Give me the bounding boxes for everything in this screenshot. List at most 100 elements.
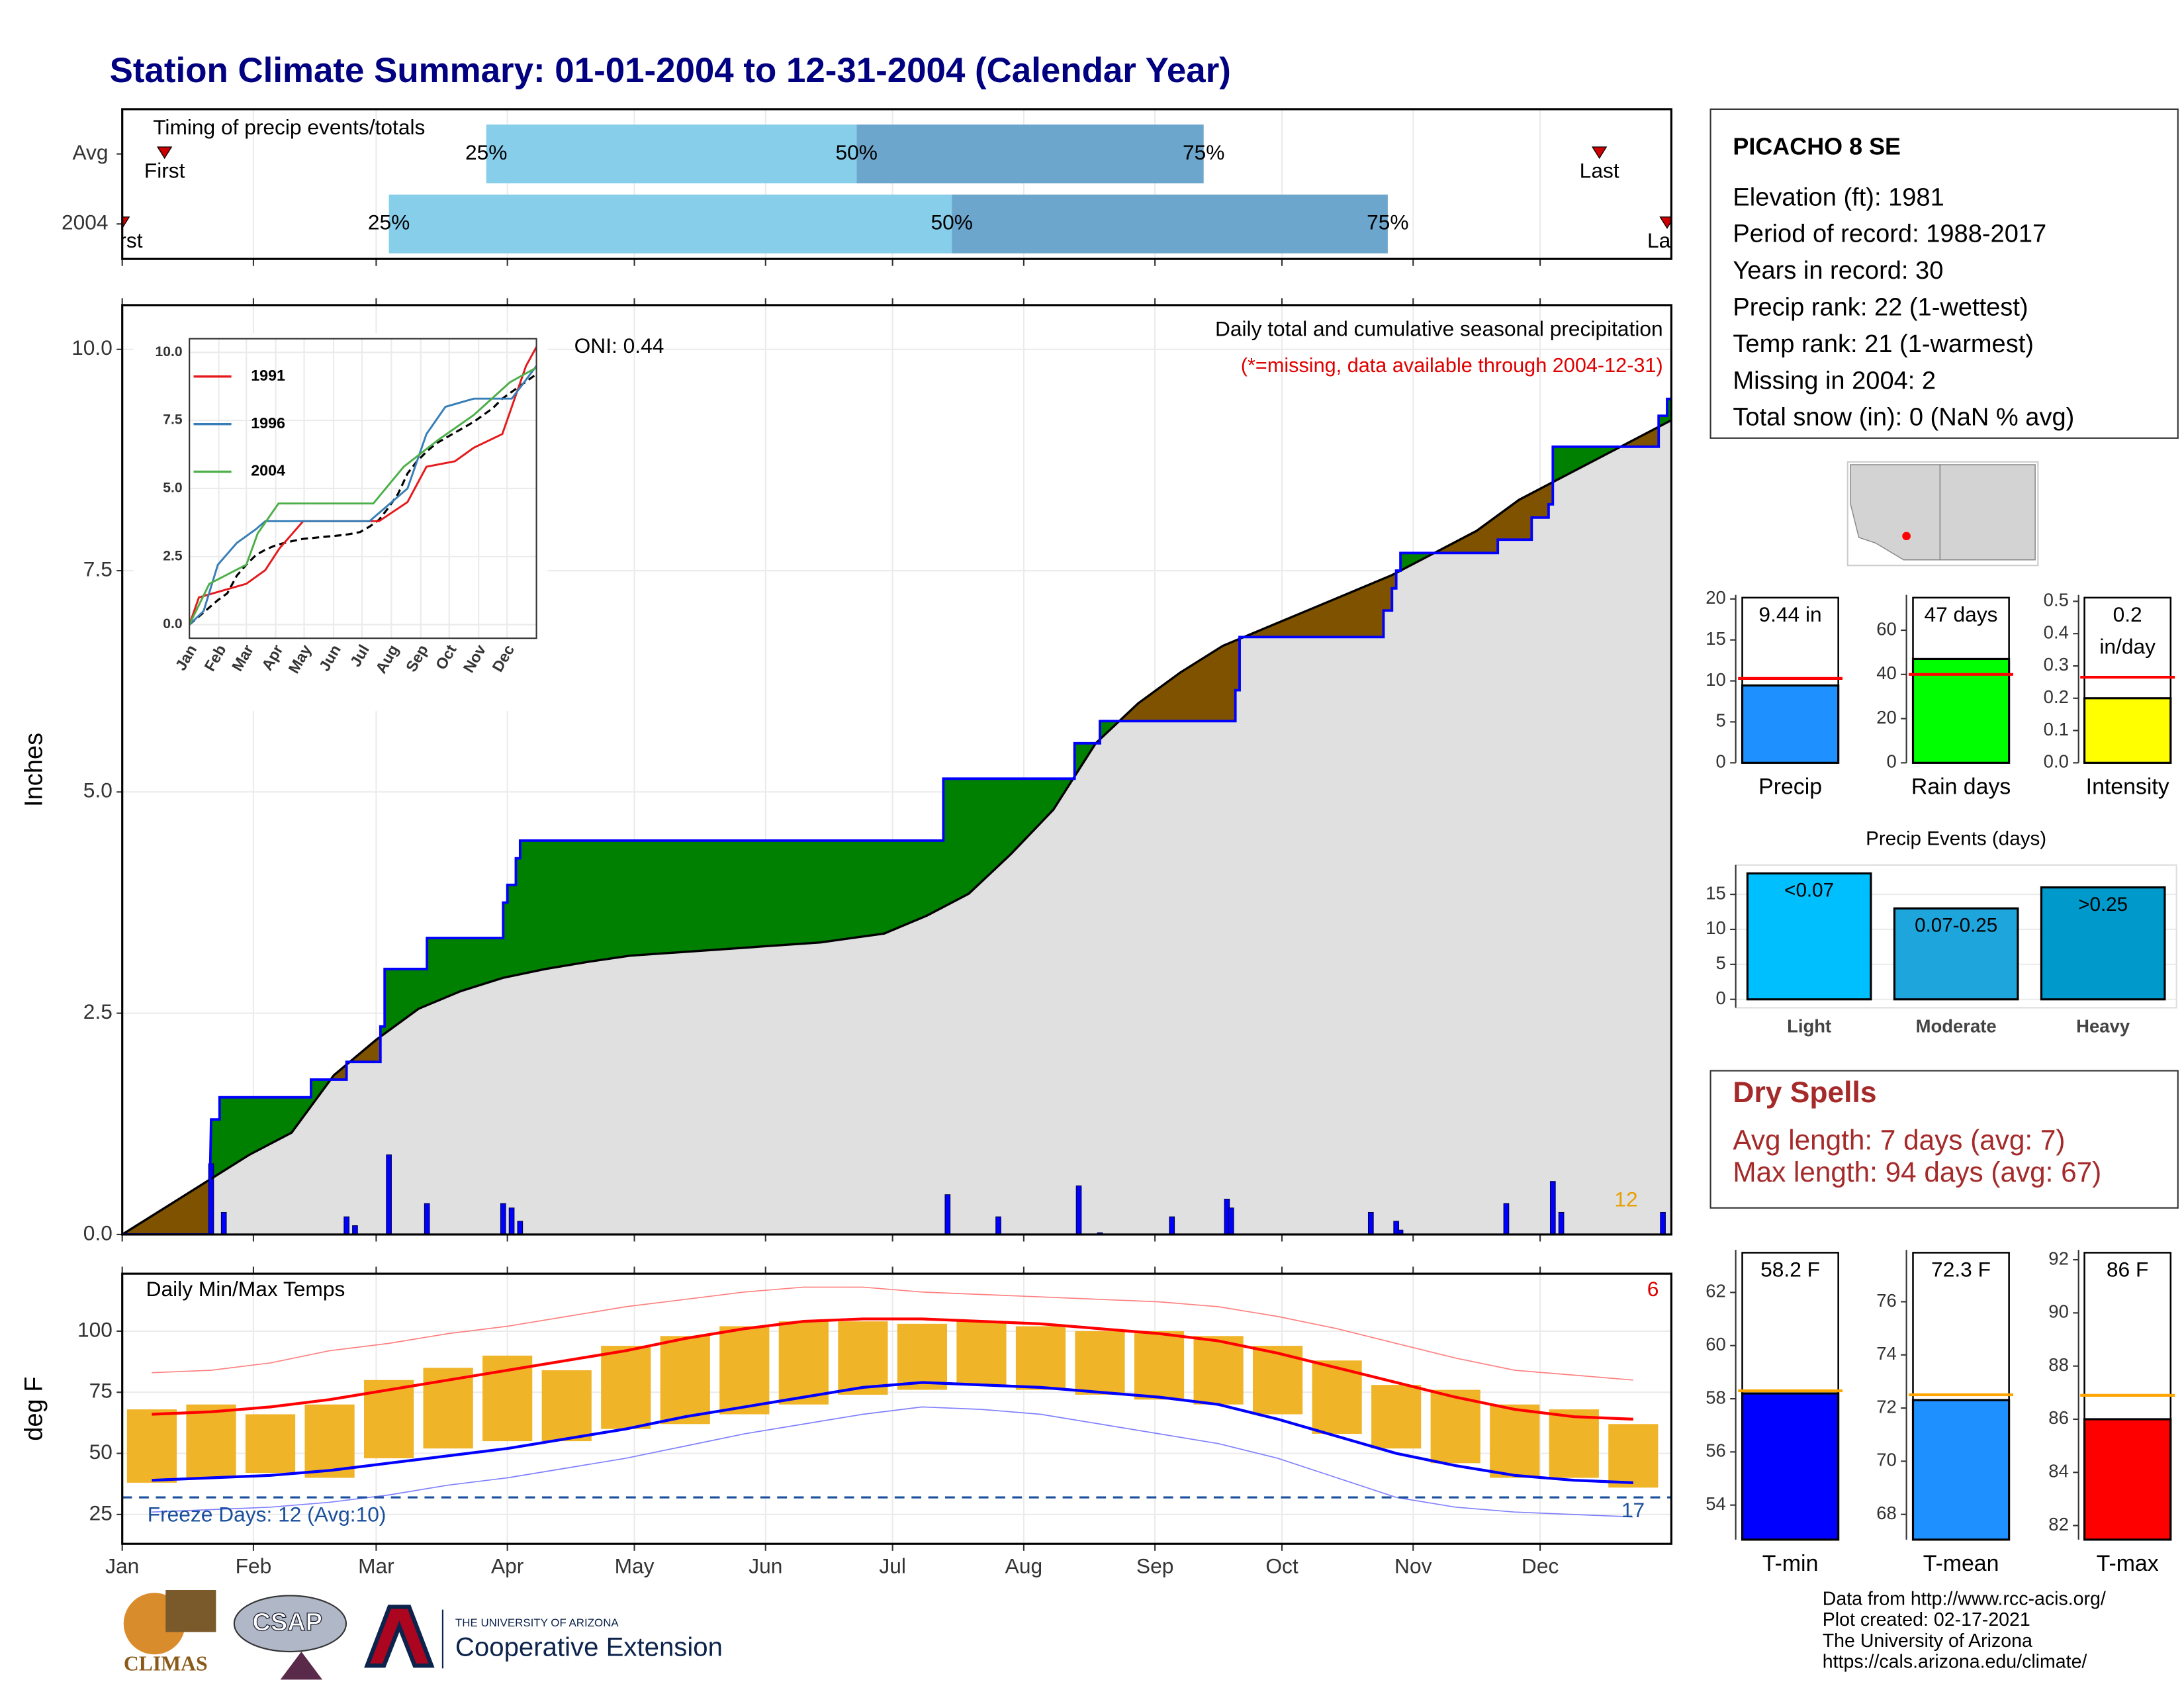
- y-tick-label: 82: [2048, 1514, 2069, 1534]
- freeze-label: Freeze Days: 12 (Avg:10): [148, 1502, 387, 1526]
- value-label: 72.3 F: [1931, 1258, 1991, 1282]
- temp-range-bar: [245, 1414, 296, 1474]
- oni-label: ONI: 0.44: [574, 334, 664, 357]
- y-tick-label: 0: [1887, 751, 1897, 772]
- y-tick-label: 92: [2048, 1248, 2069, 1268]
- count-high: 6: [1647, 1277, 1659, 1301]
- year-line: [189, 366, 537, 626]
- year-line: [189, 365, 537, 626]
- daily-bar: [424, 1203, 430, 1235]
- temp-range-bar: [660, 1336, 710, 1425]
- daily-bar: [1549, 1181, 1556, 1235]
- panel-title: Precip Events (days): [1866, 827, 2046, 849]
- x-tick-label: Intensity: [2086, 774, 2169, 799]
- y-tick-label: 7.5: [163, 412, 183, 428]
- y-tick-label: 0.1: [2044, 719, 2069, 739]
- plot: [122, 1286, 1672, 1518]
- bar: [1741, 1392, 1840, 1541]
- bar-frame: [1741, 596, 1839, 686]
- temp-range-bar: [1134, 1331, 1185, 1400]
- y-tick-label: 88: [2048, 1354, 2069, 1375]
- y-tick-label: 62: [1706, 1281, 1726, 1301]
- x-tick-label: Jan: [105, 1554, 139, 1578]
- quartile-bar: [952, 194, 1388, 254]
- x-tick-label: Jun: [749, 1554, 782, 1578]
- daily-bar: [500, 1203, 506, 1235]
- quartile-bar: [856, 124, 1204, 183]
- timing-marker-label: Last: [1580, 158, 1619, 182]
- y-tick-label: 2.5: [163, 548, 183, 563]
- quartile-bar: [388, 194, 952, 254]
- bar: [2083, 697, 2172, 764]
- credit-line: Data from http://www.rcc-acis.org/: [1823, 1588, 2106, 1609]
- station-line: Period of record: 1988-2017: [1733, 220, 2046, 248]
- daily-bar: [386, 1154, 392, 1235]
- daily-bar: [1228, 1207, 1234, 1235]
- y-tick-label: 75: [89, 1379, 113, 1403]
- logos: CLIMAS CSAP THE UNIVERSITY OF ARIZONA Co…: [123, 1589, 723, 1680]
- x-tick-label: Jul: [879, 1554, 906, 1578]
- credit-line: https://cals.arizona.edu/climate/: [1823, 1651, 2087, 1672]
- y-tick-label: 0.5: [2044, 590, 2069, 610]
- y-tick-label: 50: [89, 1440, 113, 1464]
- y-tick-label: 72: [1876, 1396, 1897, 1417]
- x-tick-label: Apr: [491, 1554, 524, 1578]
- panel-border: [189, 338, 537, 639]
- station-line: Years in record: 30: [1733, 257, 1943, 285]
- credit-line: The University of Arizona: [1823, 1630, 2032, 1652]
- y-axis-label: deg F: [21, 1377, 48, 1441]
- station-box: [1709, 108, 2179, 439]
- y-tick-label: 5.0: [83, 778, 113, 802]
- quartile-bar: [486, 124, 857, 183]
- bar: [1911, 1399, 2011, 1541]
- timing-marker-label: First: [102, 228, 143, 252]
- map-new-mexico: [1939, 464, 2036, 561]
- x-tick-label: Moderate: [1916, 1015, 1997, 1036]
- temp-line: [152, 1381, 1633, 1484]
- y-tick-label: 5: [1716, 710, 1726, 731]
- timing-marker-label: First: [144, 158, 185, 182]
- lines: [189, 346, 537, 626]
- x-tick-label: Dec: [1522, 1554, 1559, 1578]
- x-tick-label: T-max: [2097, 1551, 2159, 1576]
- value-label: 9.44 in: [1758, 603, 1822, 628]
- station-line: Total snow (in): 0 (NaN % avg): [1733, 404, 2074, 432]
- y-tick-label: 86: [2048, 1407, 2069, 1428]
- y-tick-label: 2.5: [83, 1000, 113, 1023]
- y-tick-label: 5.0: [163, 481, 182, 496]
- quartile-label: 25%: [465, 140, 507, 164]
- csap-cloud: [233, 1595, 347, 1653]
- station-line: Precip rank: 22 (1-wettest): [1733, 293, 2028, 321]
- credits: Data from http://www.rcc-acis.org/Plot c…: [1823, 1588, 2106, 1672]
- temp-range-bar: [838, 1321, 888, 1395]
- temp-range-bar: [897, 1323, 948, 1390]
- y-tick-label: 68: [1876, 1503, 1897, 1523]
- daily-bar: [517, 1221, 523, 1235]
- csap-logo: CSAP: [252, 1609, 322, 1636]
- temp-range-bar: [1193, 1336, 1244, 1405]
- panel-border: [121, 1272, 1672, 1545]
- daily-bar: [220, 1211, 227, 1235]
- x-tick-label: Light: [1787, 1015, 1831, 1036]
- bar-label: 0.07-0.25: [1915, 915, 1997, 937]
- x-tick-label: Heavy: [2076, 1015, 2130, 1036]
- bar: [1911, 657, 2011, 764]
- value-label-box: 58.2 F: [1760, 1258, 1820, 1282]
- panel-title: Timing of precip events/totals: [153, 115, 425, 139]
- bar-frame: [1912, 1252, 2010, 1401]
- temp-line: [152, 1406, 1633, 1518]
- y-tick-label: 15: [1706, 628, 1726, 649]
- y-tick-label: 10.0: [155, 344, 182, 359]
- observed-cumulative-line: [122, 397, 1672, 1235]
- climas-logo: CLIMAS: [124, 1652, 208, 1675]
- station-name: PICACHO 8 SE: [1733, 133, 1901, 160]
- x-tick-label: Feb: [236, 1554, 272, 1578]
- dry-spells-lines: Avg length: 7 days (avg: 7)Max length: 9…: [1733, 1125, 2101, 1188]
- page-title: Station Climate Summary: 01-01-2004 to 1…: [110, 51, 1231, 90]
- quartile-label: 50%: [836, 140, 878, 164]
- bar: [1746, 872, 1872, 1001]
- value-label: 47 days: [1924, 603, 1998, 628]
- quartile-label: 50%: [931, 211, 972, 234]
